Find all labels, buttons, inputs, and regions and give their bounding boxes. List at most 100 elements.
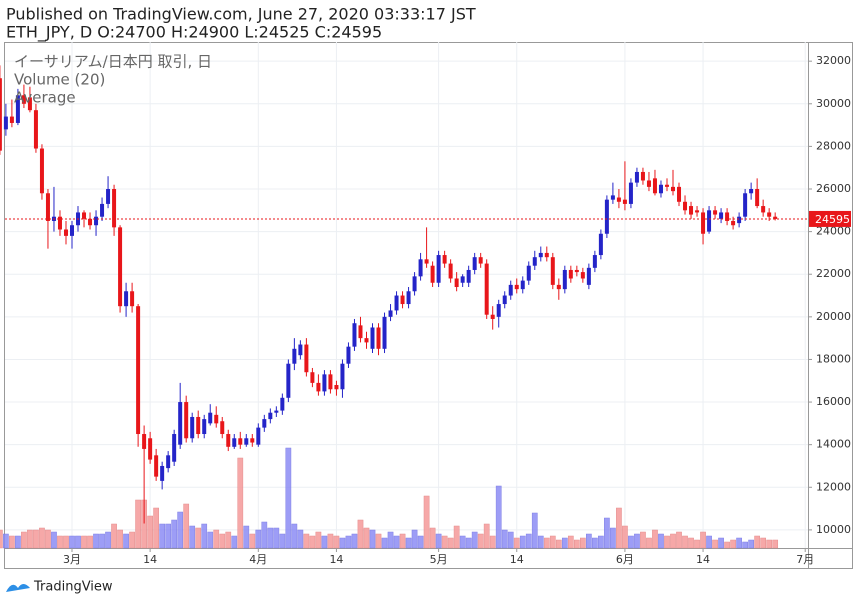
volume-bar: [219, 533, 226, 549]
volume-bar: [231, 535, 238, 549]
volume-bar: [135, 499, 141, 549]
volume-bar: [387, 531, 394, 549]
candle-body: [544, 252, 549, 258]
volume-bar: [309, 535, 316, 549]
volume-bar: [171, 519, 178, 549]
volume-bar: [351, 533, 358, 549]
candle-body: [280, 397, 285, 411]
candle-body: [106, 189, 111, 204]
volume-bar: [628, 535, 634, 549]
volume-bar: [676, 531, 682, 549]
volume-bar: [165, 523, 172, 549]
volume-bar: [105, 531, 111, 549]
x-tick-label: 14: [143, 553, 157, 566]
candle-body: [358, 325, 363, 339]
candle-body: [737, 216, 742, 224]
volume-bar: [153, 507, 159, 549]
candle-body: [45, 193, 50, 221]
candle-body: [604, 199, 609, 234]
candle-body: [526, 265, 531, 281]
candle-body: [82, 212, 87, 219]
volume-bar: [459, 535, 466, 549]
volume-bar: [622, 525, 628, 549]
last-price-label: 24595: [815, 213, 850, 226]
volume-bar: [537, 535, 544, 549]
candle-body: [490, 314, 495, 319]
volume-bar: [93, 533, 99, 549]
candle-body: [430, 265, 435, 283]
candle-body: [39, 148, 44, 194]
volume-bar: [75, 535, 81, 549]
symbol-line: ETH_JPY, D O:24700 H:24900 L:24525 C:245…: [6, 23, 382, 43]
candle-body: [394, 295, 399, 311]
candle-body: [70, 225, 74, 236]
candle-body: [478, 257, 483, 264]
volume-bar: [63, 535, 69, 549]
volume-bar: [291, 523, 298, 549]
volume-bar: [501, 529, 508, 549]
y-tick-label: 20000: [816, 310, 851, 323]
volume-bar: [441, 535, 448, 549]
volume-bar: [15, 535, 21, 549]
candle-body: [568, 269, 573, 279]
volume-bar: [399, 533, 406, 549]
candle-body: [683, 201, 688, 211]
volume-bar: [177, 511, 184, 549]
candle-body: [640, 171, 645, 181]
candle-body: [472, 257, 477, 270]
volume-bar: [718, 537, 724, 549]
candle-body: [9, 116, 14, 123]
volume-bar: [405, 537, 412, 549]
candle-body: [520, 280, 525, 290]
candle-body: [232, 438, 237, 447]
candle-body: [214, 414, 219, 424]
volume-bar: [712, 539, 718, 549]
volume-bar: [39, 527, 45, 549]
volume-bar: [285, 447, 292, 549]
candle-body: [160, 465, 165, 481]
candle-body: [346, 346, 351, 364]
volume-bar: [694, 539, 700, 549]
volume-bar: [189, 525, 196, 549]
x-tick-label: 6月: [616, 553, 634, 566]
x-tick-label: 14: [329, 553, 343, 566]
x-tick-label: 3月: [63, 553, 81, 566]
candle-body: [130, 291, 135, 307]
candle-body: [376, 327, 381, 349]
candle-body: [622, 199, 627, 204]
volume-bar: [561, 537, 568, 549]
volume-bar: [610, 527, 616, 549]
candle-body: [532, 257, 537, 266]
volume-bar: [730, 539, 736, 549]
volume-bar: [634, 533, 640, 549]
logo-icon: [6, 584, 30, 592]
volume-bar: [279, 533, 286, 549]
volume-bar: [327, 533, 334, 549]
legend-entry: Average: [14, 89, 76, 107]
volume-bar: [297, 529, 304, 549]
volume-bar: [670, 533, 676, 549]
candle-body: [454, 278, 459, 288]
candle-body: [400, 295, 405, 305]
candle-body: [592, 255, 597, 268]
candle-body: [112, 189, 117, 228]
candle-body: [574, 269, 579, 273]
candle-body: [502, 295, 507, 305]
candle-body: [27, 97, 32, 111]
x-tick-label: 14: [696, 553, 710, 566]
candle-body: [208, 412, 213, 424]
candle-body: [677, 186, 682, 202]
candle-body: [154, 455, 159, 477]
candle-body: [538, 252, 543, 258]
volume-bar: [531, 512, 538, 549]
candle-body: [124, 291, 129, 307]
volume-bar: [604, 517, 610, 549]
candle-body: [226, 434, 231, 447]
candle-body: [442, 255, 447, 264]
y-tick-label: 16000: [816, 395, 851, 408]
candle-body: [262, 419, 267, 428]
legend-entry: イーサリアム/日本円 取引, 日: [14, 53, 212, 71]
candle-body: [286, 363, 291, 398]
